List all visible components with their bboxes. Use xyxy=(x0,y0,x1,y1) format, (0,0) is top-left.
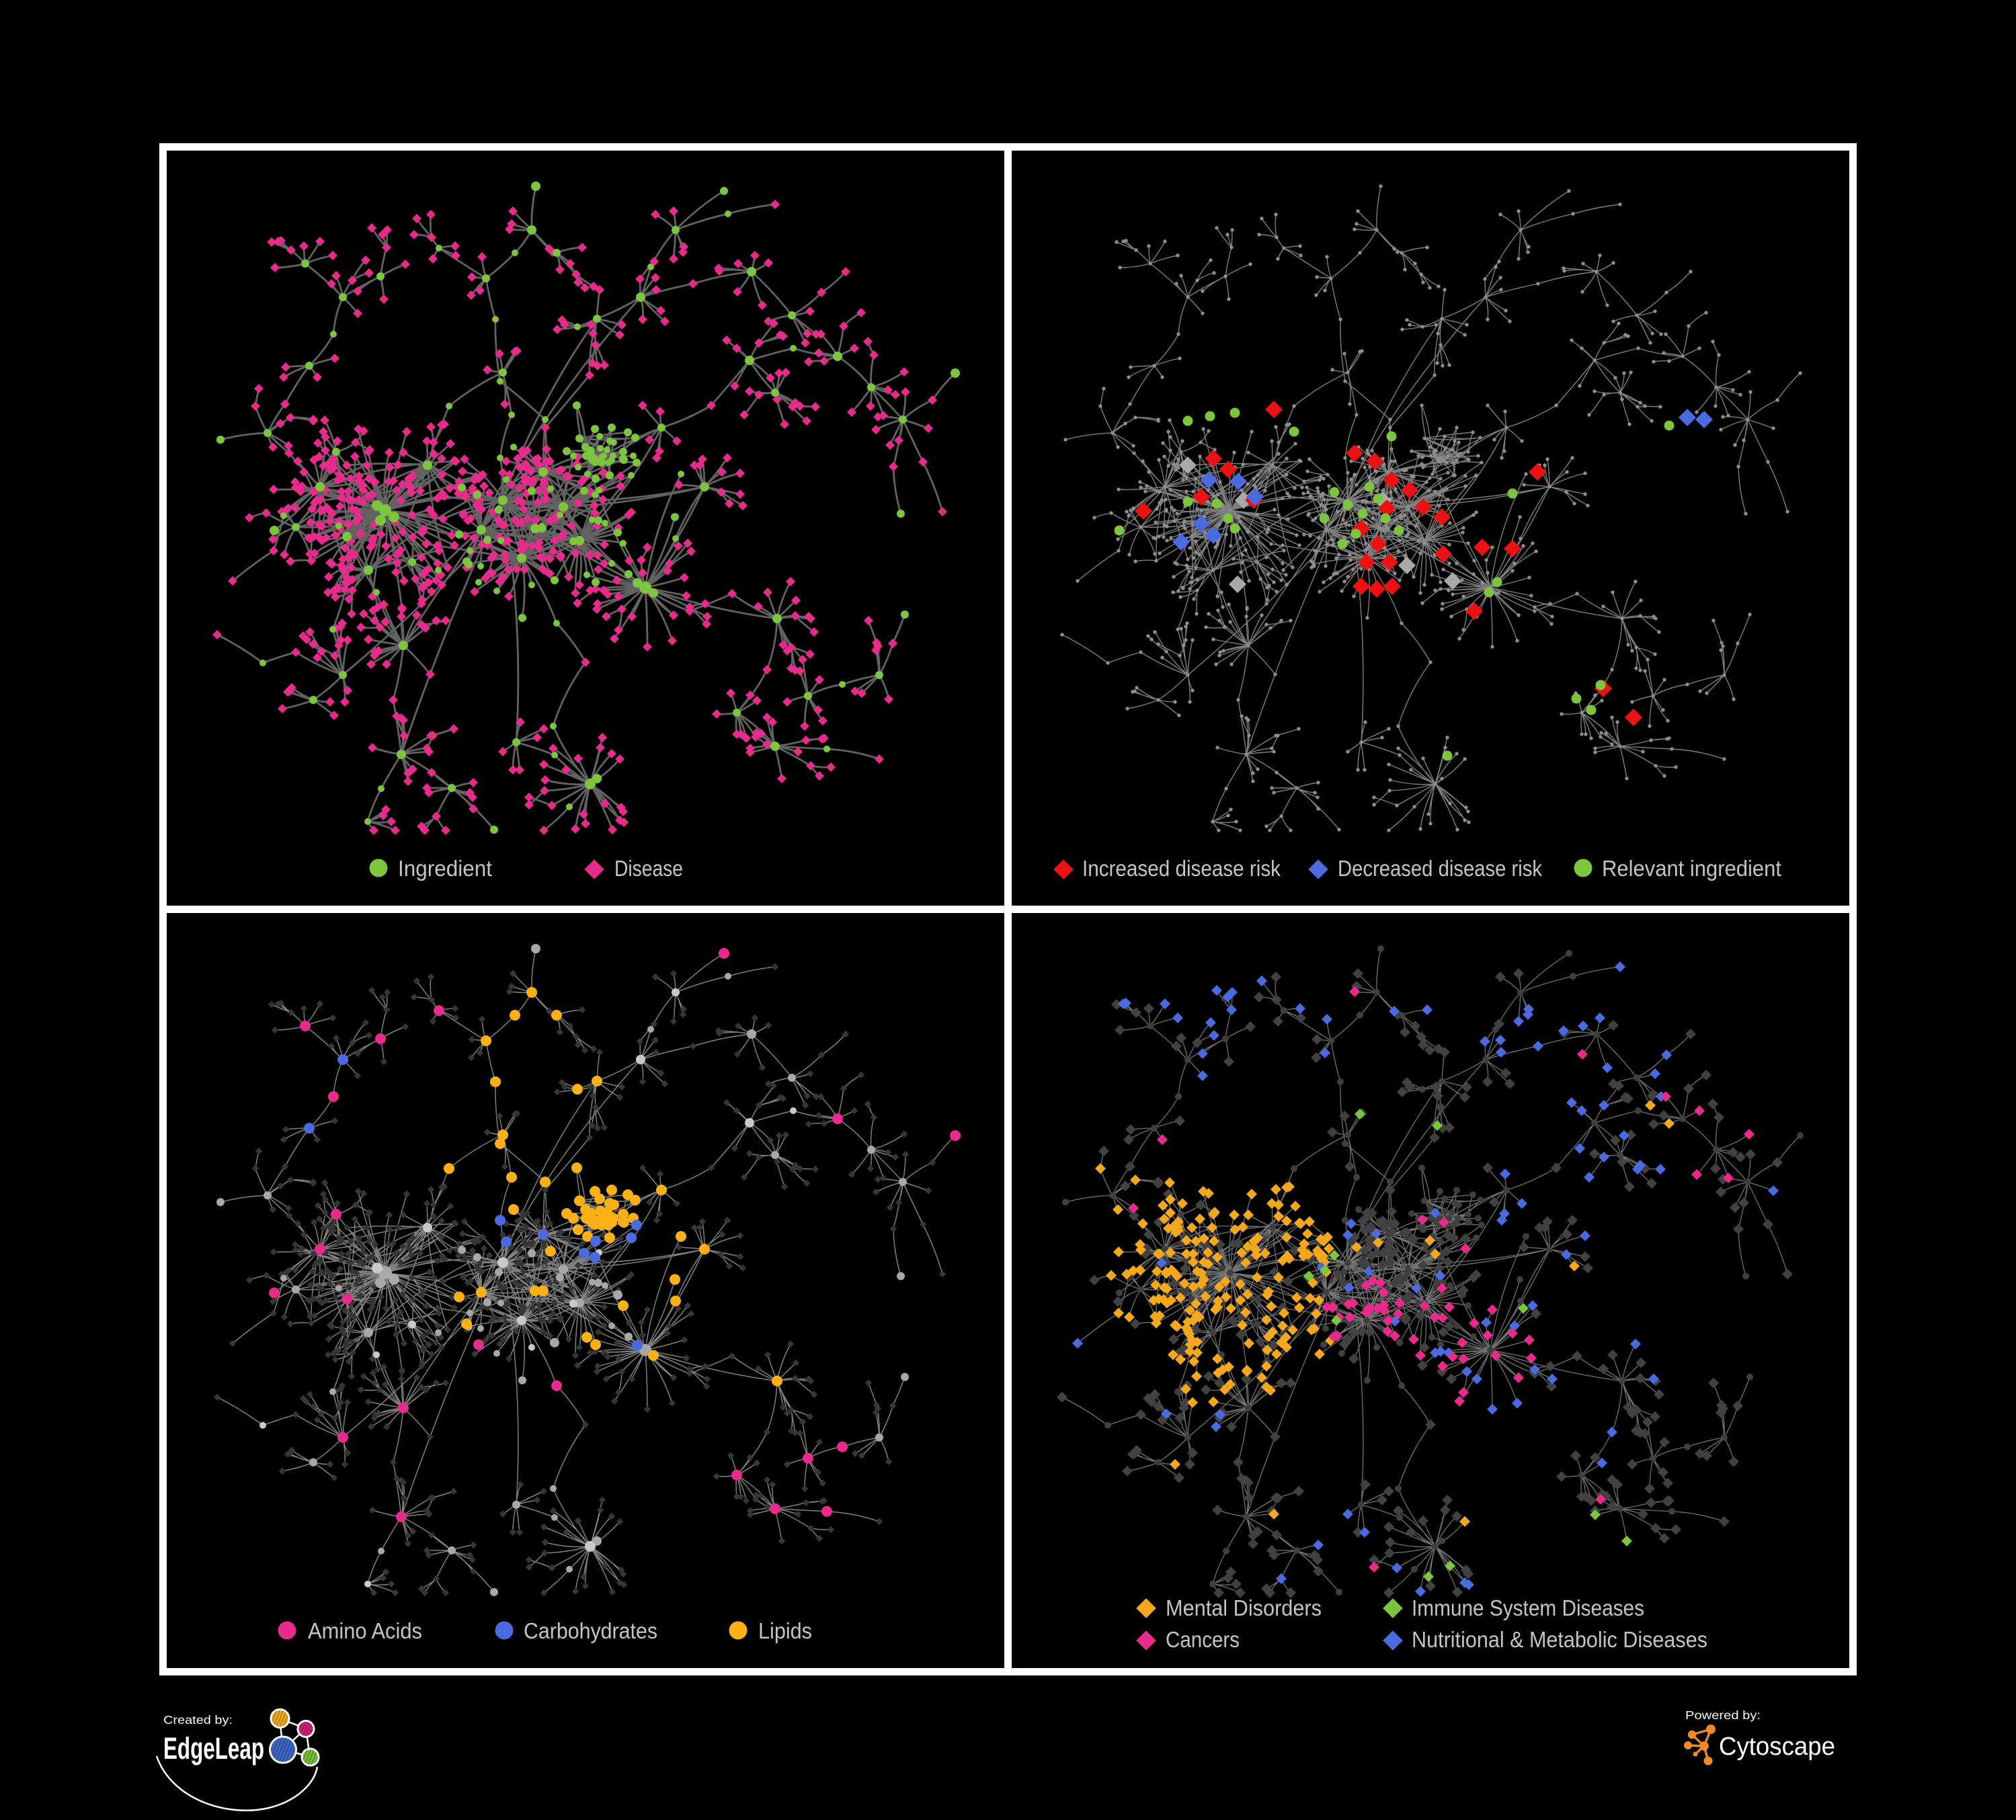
svg-text:Cancers: Cancers xyxy=(1166,1627,1240,1652)
svg-text:Amino Acids: Amino Acids xyxy=(308,1618,422,1643)
svg-text:EdgeLeap: EdgeLeap xyxy=(163,1731,264,1766)
svg-text:Powered by:: Powered by: xyxy=(1685,1708,1761,1722)
svg-text:Immune System Diseases: Immune System Diseases xyxy=(1412,1595,1644,1620)
svg-text:Lipids: Lipids xyxy=(758,1618,812,1643)
svg-text:Relevant ingredient: Relevant ingredient xyxy=(1602,856,1781,881)
svg-text:Ingredient: Ingredient xyxy=(398,856,492,881)
svg-text:Created by:: Created by: xyxy=(163,1713,233,1727)
svg-text:Cytoscape: Cytoscape xyxy=(1719,1733,1835,1761)
svg-text:Increased disease risk: Increased disease risk xyxy=(1082,856,1281,881)
svg-text:Disease: Disease xyxy=(614,856,683,881)
svg-text:Mental Disorders: Mental Disorders xyxy=(1166,1595,1322,1620)
svg-text:Decreased disease risk: Decreased disease risk xyxy=(1338,856,1542,881)
svg-text:Carbohydrates: Carbohydrates xyxy=(524,1618,657,1643)
svg-text:Nutritional & Metabolic Diseas: Nutritional & Metabolic Diseases xyxy=(1412,1627,1707,1652)
